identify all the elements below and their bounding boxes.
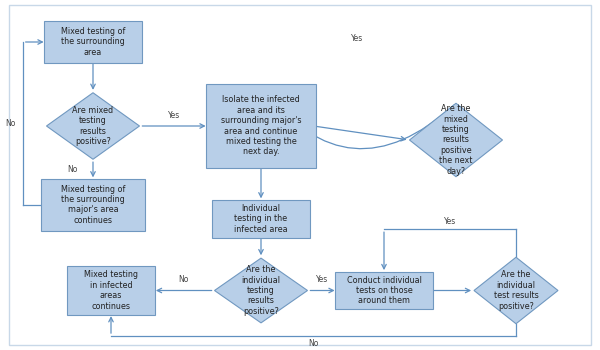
Text: Conduct individual
tests on those
around them: Conduct individual tests on those around… [347,275,421,306]
FancyBboxPatch shape [9,5,591,345]
FancyBboxPatch shape [44,21,142,63]
Polygon shape [474,257,558,324]
Text: Are mixed
testing
results
positive?: Are mixed testing results positive? [73,106,113,146]
FancyBboxPatch shape [206,84,316,168]
Polygon shape [215,258,308,323]
FancyBboxPatch shape [67,266,155,315]
FancyBboxPatch shape [41,179,145,231]
Text: Yes: Yes [444,217,456,226]
FancyBboxPatch shape [335,272,433,309]
Text: Yes: Yes [351,34,363,43]
Text: Individual
testing in the
infected area: Individual testing in the infected area [234,204,288,234]
Text: Mixed testing
in infected
areas
continues: Mixed testing in infected areas continue… [84,271,138,310]
Text: Are the
individual
testing
results
positive?: Are the individual testing results posit… [241,265,281,316]
Text: Are the
individual
test results
positive?: Are the individual test results positive… [494,271,538,310]
Text: Yes: Yes [316,275,329,284]
Polygon shape [409,103,503,177]
Text: Yes: Yes [168,111,180,120]
Polygon shape [47,93,139,159]
Text: No: No [68,165,78,174]
Text: No: No [308,340,319,349]
Text: No: No [179,275,189,284]
Text: No: No [5,119,16,128]
Text: Mixed testing of
the surrounding
area: Mixed testing of the surrounding area [61,27,125,57]
Text: Are the
mixed
testing
results
positive
the next
day?: Are the mixed testing results positive t… [439,104,473,176]
Text: Mixed testing of
the surrounding
major's area
continues: Mixed testing of the surrounding major's… [61,185,125,225]
FancyBboxPatch shape [212,200,310,238]
Text: Isolate the infected
area and its
surrounding major's
area and continue
mixed te: Isolate the infected area and its surrou… [221,96,301,156]
